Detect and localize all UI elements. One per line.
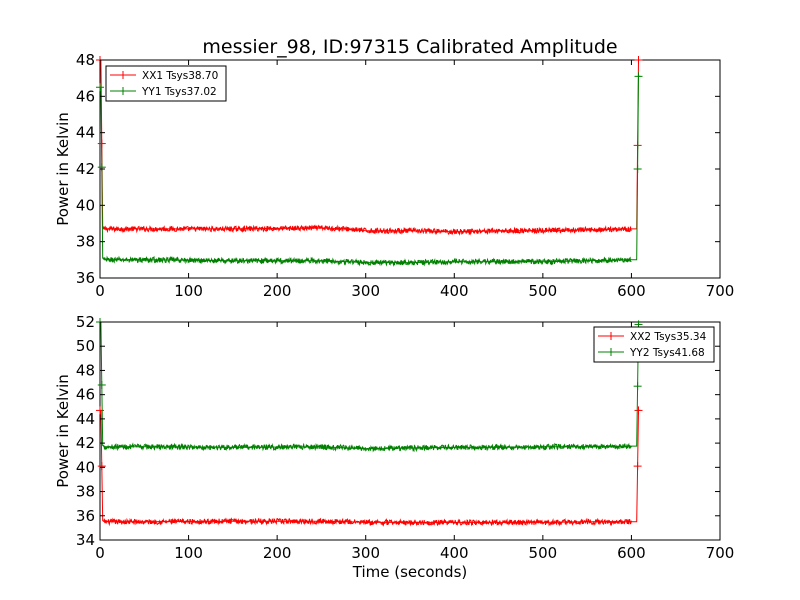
y-tick-label: 44 (76, 410, 95, 428)
x-tick-label: 700 (706, 282, 735, 300)
x-tick-label: 200 (263, 282, 292, 300)
x-tick-label: 100 (174, 282, 203, 300)
y-tick-label: 36 (76, 507, 95, 525)
legend-box (593, 326, 715, 363)
y-tick-label: 38 (76, 233, 95, 251)
x-tick-label: 500 (529, 282, 558, 300)
x-tick-label: 700 (706, 544, 735, 562)
y-tick-label: 42 (76, 160, 95, 178)
y-tick-label: 38 (76, 483, 95, 501)
data-point-marker (634, 406, 643, 415)
series-group (96, 56, 643, 267)
x-tick-label: 300 (351, 282, 380, 300)
legend-label: XX2 Tsys35.34 (630, 331, 707, 343)
data-point-marker (97, 462, 106, 471)
y-tick-label: 48 (76, 51, 95, 69)
y-tick-label: 46 (76, 386, 95, 404)
data-point-marker (633, 165, 642, 173)
x-tick-label: 0 (95, 282, 105, 300)
series-noise-band (103, 255, 632, 267)
y-tick-label: 48 (76, 361, 95, 379)
legend-label: YY1 Tsys37.02 (141, 86, 217, 98)
legend-entry: XX2 Tsys35.34 (598, 331, 707, 343)
legend: XX1 Tsys38.70 YY1 Tsys37.02 (105, 65, 227, 102)
data-point-marker (634, 56, 643, 64)
x-axis-label: Time (seconds) (352, 563, 468, 581)
bottom-plot: 0 100 200 300 400 500 600 700 34 36 38 40 42 44 46 48 50… (76, 313, 734, 562)
y-tick-label: 44 (76, 124, 95, 142)
top-y-axis-label: Power in Kelvin (54, 112, 72, 226)
x-tick-label: 200 (263, 544, 292, 562)
series-noise-band (103, 517, 632, 527)
legend-label: YY2 Tsys41.68 (629, 347, 705, 359)
series-noise-band (103, 224, 632, 236)
bottom-y-axis-label: Power in Kelvin (54, 374, 72, 488)
series-group (96, 318, 643, 527)
data-point-marker (97, 163, 106, 172)
series-noise-band (103, 442, 632, 453)
legend: XX2 Tsys35.34 YY2 Tsys41.68 (593, 326, 715, 363)
y-tick-label: 36 (76, 269, 95, 287)
x-tick-label: 0 (95, 544, 105, 562)
x-tick-label: 300 (351, 544, 380, 562)
top-plot: 0 100 200 300 400 500 600 700 36 38 40 42 44 46 48 XX1 … (76, 51, 734, 300)
legend-entry: YY1 Tsys37.02 (110, 86, 217, 98)
x-tick-label: 600 (617, 282, 646, 300)
legend-box (105, 65, 227, 102)
x-tick-label: 500 (529, 544, 558, 562)
data-point-marker (634, 72, 643, 81)
y-tick-label: 34 (76, 531, 95, 549)
legend-label: XX1 Tsys38.70 (142, 70, 218, 82)
y-tick-label: 40 (76, 458, 95, 476)
y-tick-label: 42 (76, 434, 95, 452)
y-tick-label: 46 (76, 87, 95, 105)
x-tick-label: 400 (440, 282, 469, 300)
x-tick-label: 600 (617, 544, 646, 562)
chart-title: messier_98, ID:97315 Calibrated Amplitud… (202, 36, 617, 58)
data-point-marker (96, 83, 104, 92)
y-tick-label: 52 (76, 313, 95, 331)
legend-entry: YY2 Tsys41.68 (598, 347, 705, 359)
legend-entry: XX1 Tsys38.70 (110, 70, 218, 82)
data-point-marker (633, 462, 642, 471)
data-point-marker (633, 382, 642, 391)
y-tick-label: 40 (76, 196, 95, 214)
data-point-marker (97, 380, 106, 389)
y-tick-label: 50 (76, 337, 95, 355)
x-tick-label: 100 (174, 544, 203, 562)
x-tick-label: 400 (440, 544, 469, 562)
